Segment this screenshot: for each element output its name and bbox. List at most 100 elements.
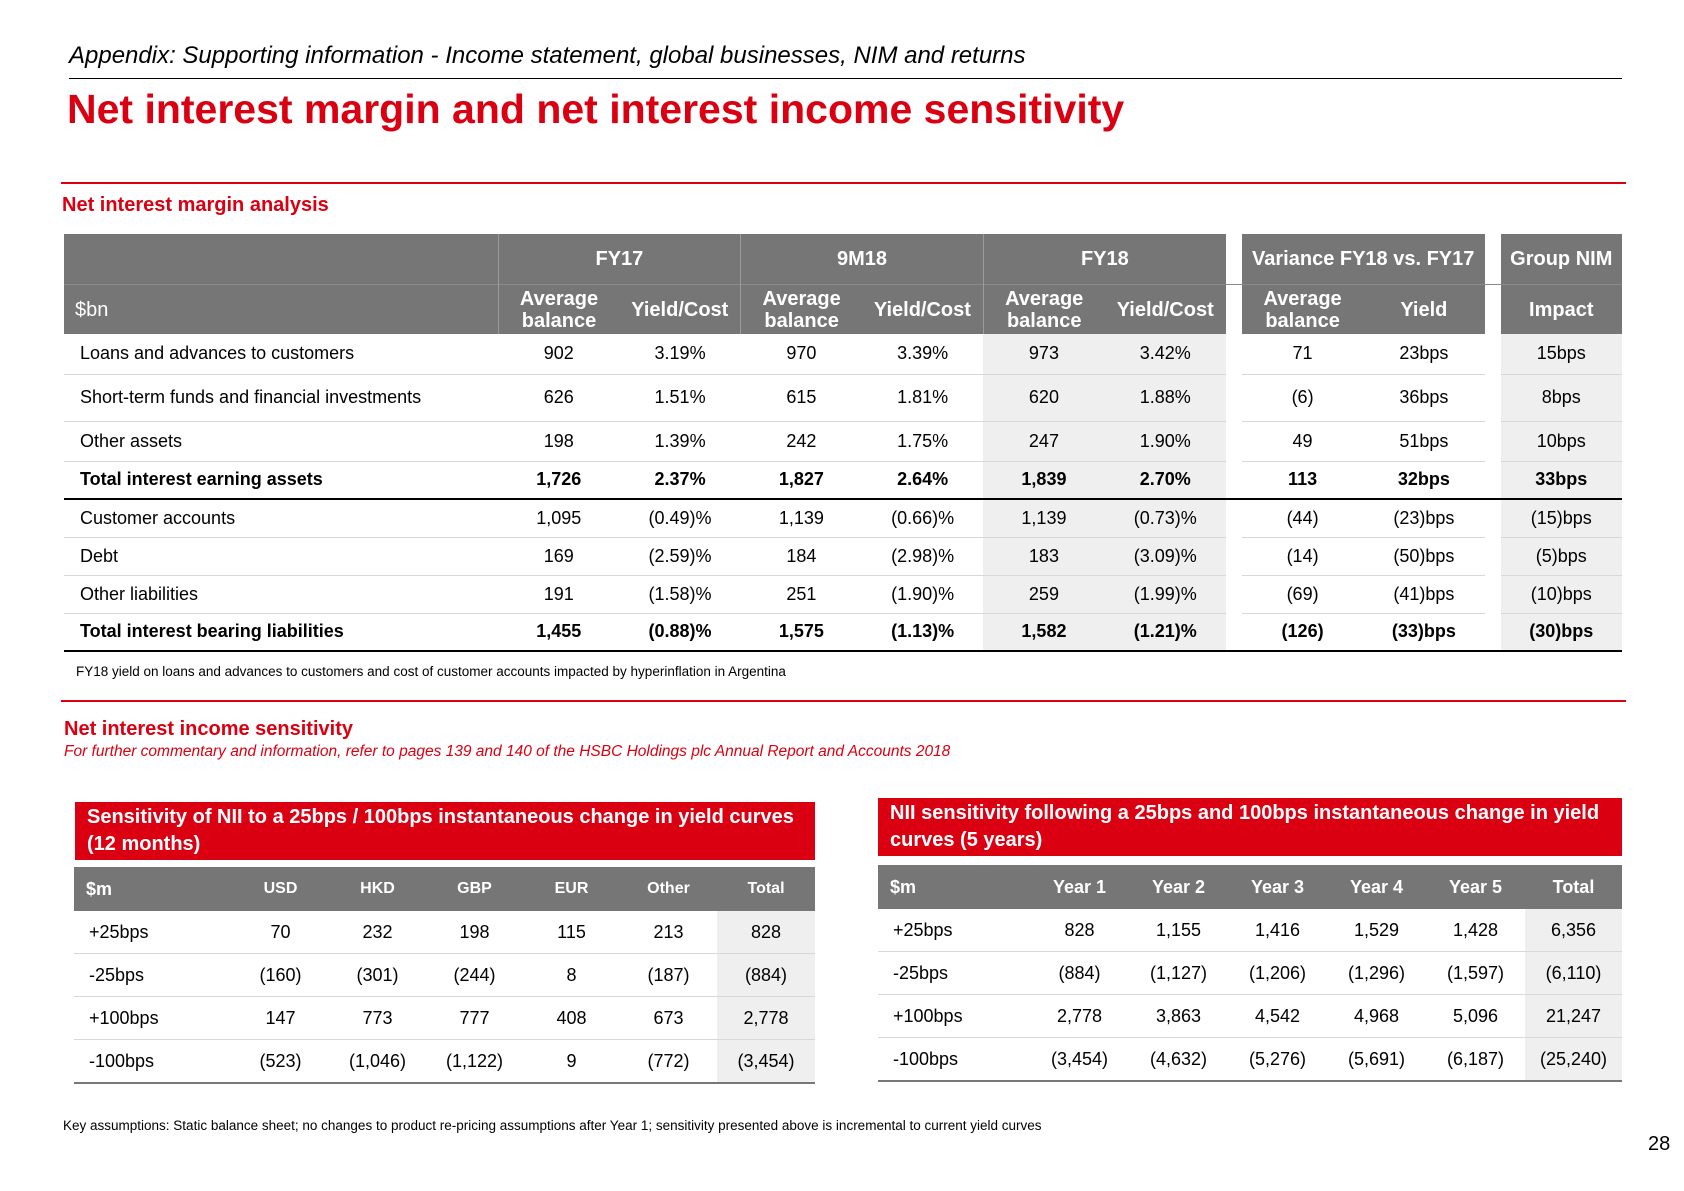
- nim-cell: 970: [740, 334, 862, 375]
- nii-cell: (301): [329, 953, 426, 997]
- nim-gap: [1484, 334, 1501, 374]
- nim-cell: (0.73)%: [1104, 499, 1226, 538]
- nii-cell: (1,206): [1228, 951, 1327, 995]
- nii-cell: (244): [426, 953, 523, 997]
- nii-cell: (1,046): [329, 1039, 426, 1084]
- nim-cell: 615: [740, 374, 862, 422]
- nim-section-title: Net interest margin analysis: [62, 194, 329, 216]
- nii-cell: 1,155: [1129, 909, 1228, 952]
- nii-cell: 408: [523, 996, 620, 1040]
- nii-cell: 828: [717, 911, 815, 954]
- nim-cell: 1,839: [983, 461, 1105, 500]
- nii-cell: (5,691): [1327, 1037, 1426, 1082]
- nim-group-header: 9M18: [740, 234, 984, 285]
- nim-cell: (44): [1241, 499, 1364, 538]
- nim-gap: [1484, 421, 1501, 461]
- nii-col-header: $m: [74, 867, 232, 911]
- nii-cell: 9: [523, 1039, 620, 1084]
- nim-cell: 36bps: [1363, 374, 1485, 422]
- nim-cell: (0.49)%: [619, 499, 741, 538]
- nii-cell: 777: [426, 996, 523, 1040]
- nii-col-header: HKD: [329, 867, 426, 911]
- nim-group-header: FY17: [497, 234, 741, 285]
- nii-col-header: Year 5: [1426, 865, 1525, 909]
- nim-row-label: Other liabilities: [64, 575, 499, 614]
- nii-row: +100bps 147 773 777 408 673 2,778: [74, 996, 815, 1040]
- nii-cell: 21,247: [1525, 994, 1622, 1038]
- nim-cell: 2.70%: [1104, 461, 1226, 500]
- nim-cell: 620: [983, 374, 1105, 422]
- col-header: Average balance: [497, 284, 620, 334]
- nii-12m-table: $m USD HKD GBP EUR Other Total +25bps 70 232 198 1…: [74, 867, 815, 1084]
- nii-row: -100bps (3,454) (4,632) (5,276) (5,691) (6,18…: [878, 1037, 1622, 1082]
- nim-row: Customer accounts 1,095 (0.49)% 1,139 (0.66)…: [64, 499, 1622, 538]
- page-number: 28: [1648, 1133, 1671, 1155]
- page-title: Net interest margin and net interest inc…: [67, 86, 1125, 132]
- nii-cell: (3,454): [1030, 1037, 1129, 1082]
- nii-5y-title: NII sensitivity following a 25bps and 10…: [878, 798, 1622, 856]
- nii-col-header: Year 3: [1228, 865, 1327, 909]
- nim-cell: 1,726: [498, 461, 620, 500]
- nim-group-nim-header: Group NIM: [1500, 234, 1622, 285]
- nim-variance-header: Variance FY18 vs. FY17: [1241, 234, 1485, 285]
- nim-cell: (1.21)%: [1104, 613, 1226, 652]
- nim-cell: 1.75%: [862, 421, 984, 462]
- nim-cell: (1.58)%: [619, 575, 741, 614]
- nii-col-header: Year 1: [1030, 865, 1129, 909]
- nim-unit-label: $bn: [64, 284, 499, 334]
- col-header: Average balance: [740, 284, 862, 334]
- nim-cell: (0.66)%: [862, 499, 984, 538]
- nim-cell: 2.64%: [862, 461, 984, 500]
- nim-row: Loans and advances to customers 902 3.19% 9…: [64, 334, 1622, 375]
- nii-cell: (187): [620, 953, 717, 997]
- nim-cell: 1.88%: [1104, 374, 1226, 422]
- nim-gap: [1225, 461, 1242, 500]
- nim-row: Total interest bearing liabilities 1,455(…: [64, 613, 1622, 652]
- nii-cell: 232: [329, 911, 426, 954]
- nim-cell: (41)bps: [1363, 575, 1485, 614]
- nii-row-label: +25bps: [74, 911, 232, 954]
- nim-cell: 169: [498, 537, 620, 576]
- nim-cell: (15)bps: [1500, 499, 1622, 538]
- col-header: Yield/Cost: [1104, 284, 1226, 334]
- nii-section-title: Net interest income sensitivity: [64, 718, 353, 740]
- nim-gap: [1484, 374, 1501, 421]
- nim-gap: [1225, 334, 1242, 374]
- nim-cell: (0.88)%: [619, 613, 741, 652]
- nim-cell: 33bps: [1500, 461, 1622, 500]
- nii-cell: (1,597): [1426, 951, 1525, 995]
- nim-cell: 1.51%: [619, 374, 741, 422]
- nii-row-label: +25bps: [878, 909, 1030, 952]
- nim-cell: 198: [498, 421, 620, 462]
- nim-cell: 1.81%: [862, 374, 984, 422]
- nii-row-label: -100bps: [878, 1037, 1030, 1082]
- appendix-breadcrumb: Appendix: Supporting information - Incom…: [69, 42, 1026, 69]
- nim-footnote: FY18 yield on loans and advances to cust…: [76, 664, 786, 679]
- nii-cell: 3,863: [1129, 994, 1228, 1038]
- nii-row-label: -25bps: [878, 951, 1030, 995]
- nim-row: Short-term funds and financial investmen…: [64, 374, 1622, 422]
- col-header: Yield/Cost: [619, 284, 741, 334]
- nii-cell: 773: [329, 996, 426, 1040]
- nim-cell: 71: [1241, 334, 1364, 375]
- nii-row-label: +100bps: [878, 994, 1030, 1038]
- nii-cell: 198: [426, 911, 523, 954]
- nii-col-header: USD: [232, 867, 329, 911]
- nim-cell: (1.99)%: [1104, 575, 1226, 614]
- nim-cell: (33)bps: [1363, 613, 1485, 652]
- nii-col-header: Year 2: [1129, 865, 1228, 909]
- nim-cell: 1,139: [740, 499, 862, 538]
- nii-subtitle: For further commentary and information, …: [64, 743, 951, 760]
- nii-cell: (6,187): [1426, 1037, 1525, 1082]
- nii-cell: 828: [1030, 909, 1129, 952]
- nim-cell: (50)bps: [1363, 537, 1485, 576]
- nim-group-header: FY18: [982, 234, 1226, 285]
- nii-12m-title: Sensitivity of NII to a 25bps / 100bps i…: [75, 802, 815, 860]
- nim-cell: 626: [498, 374, 620, 422]
- nii-cell: (523): [232, 1039, 329, 1084]
- nim-cell: (2.98)%: [862, 537, 984, 576]
- col-header: Yield/Cost: [862, 284, 984, 334]
- nii-col-header: GBP: [426, 867, 523, 911]
- nii-col-header: Other: [620, 867, 717, 911]
- nii-row: -100bps (523) (1,046) (1,122) 9 (772) (3,454): [74, 1039, 815, 1084]
